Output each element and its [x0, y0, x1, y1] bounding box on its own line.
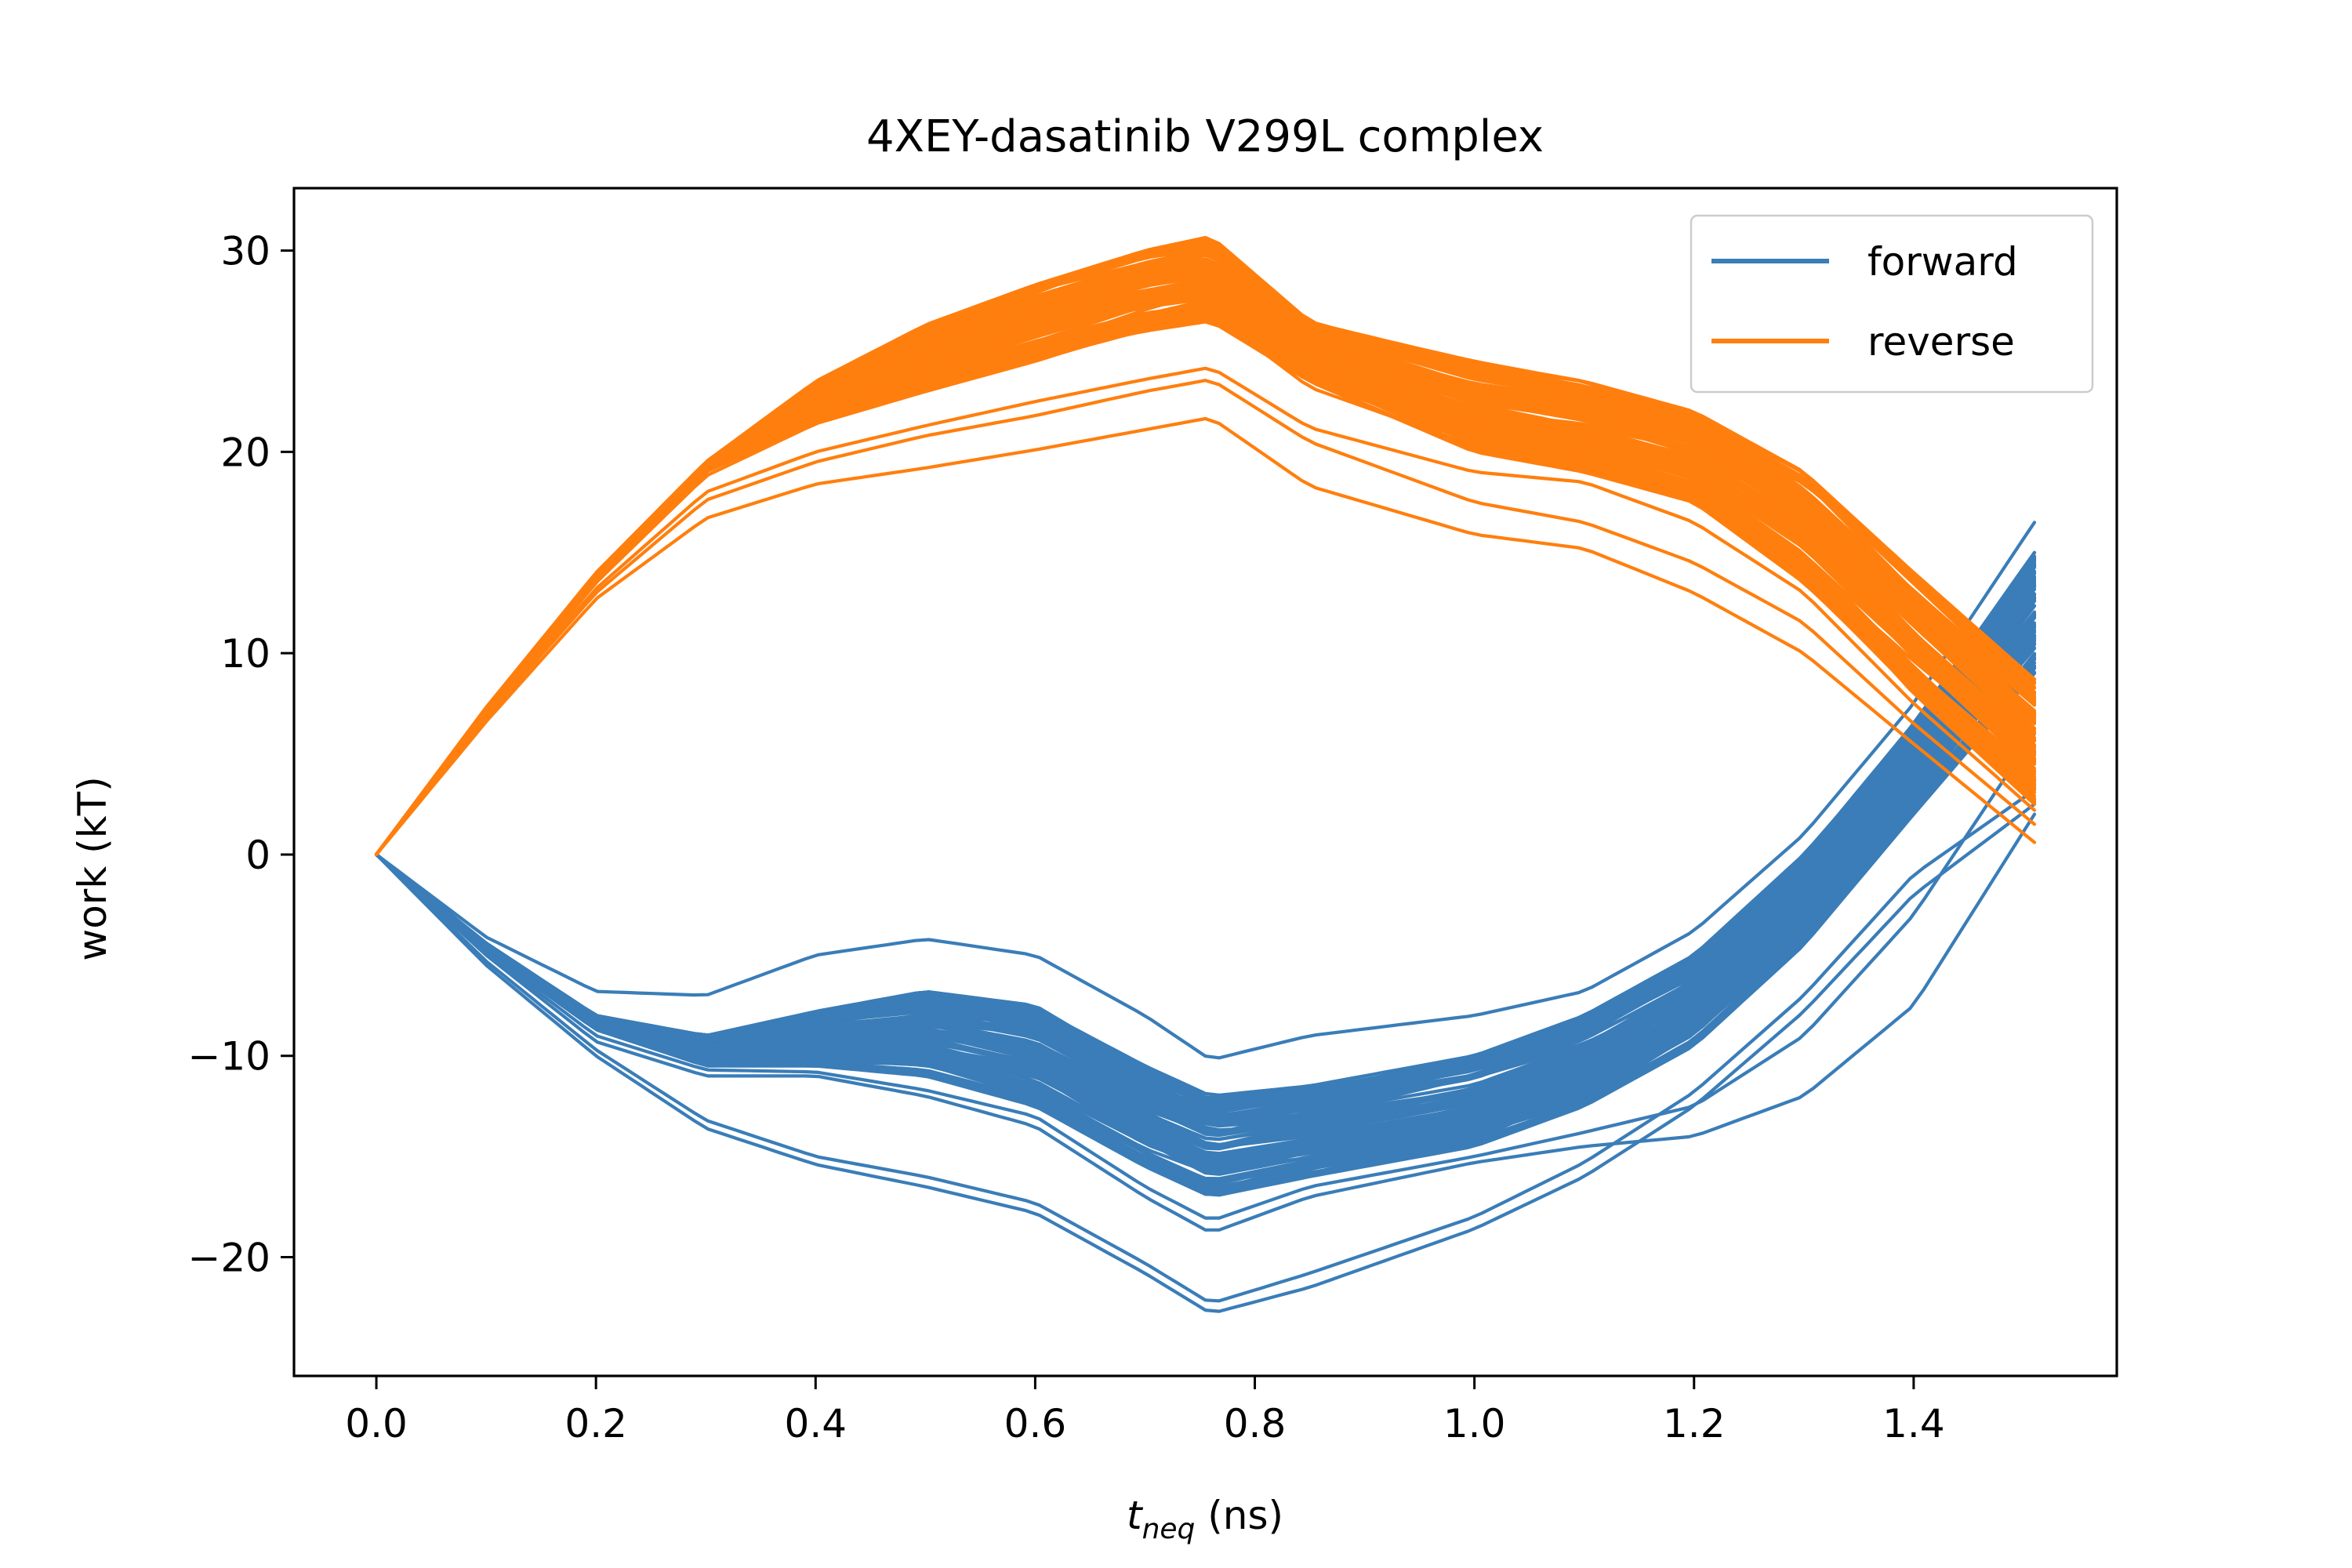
forward-trajectory [374, 613, 2037, 1149]
reverse-trajectory [374, 275, 2037, 856]
x-axis-label-main: t [1127, 1493, 1144, 1538]
x-tick-label: 0.6 [1004, 1401, 1067, 1446]
x-axis-label: tneq (ns) [1127, 1493, 1283, 1545]
forward-trajectory [374, 731, 2037, 1220]
plot-curves [374, 236, 2037, 1313]
y-axis-label: work (kT) [70, 776, 115, 960]
reverse-trajectory [374, 379, 2037, 856]
y-tick-label: 0 [245, 833, 270, 878]
forward-trajectory [374, 802, 2037, 1313]
legend: forward reverse [1690, 214, 2094, 394]
reverse-trajectory [374, 366, 2037, 856]
reverse-trajectory [374, 247, 2037, 856]
x-tick-label: 0.2 [564, 1401, 627, 1446]
x-axis-label-unit: (ns) [1195, 1493, 1283, 1538]
plot-frame [292, 187, 2118, 1377]
x-axis: 0.0 0.2 0.4 0.6 0.8 1.0 1.2 1.4 [345, 1376, 1945, 1446]
x-axis-label-sub: neq [1142, 1513, 1196, 1545]
forward-trajectory [374, 596, 2037, 1135]
legend-label-forward: forward [1867, 239, 2018, 285]
x-tick-label: 0.0 [345, 1401, 408, 1446]
y-tick-label: −20 [187, 1236, 270, 1281]
chart-title: 4XEY-dasatinib V299L complex [866, 111, 1544, 162]
forward-trajectory [374, 812, 2037, 1232]
x-tick-label: 1.2 [1663, 1401, 1726, 1446]
x-tick-label: 0.8 [1224, 1401, 1287, 1446]
y-tick-label: −10 [187, 1034, 270, 1080]
legend-label-reverse: reverse [1867, 319, 2015, 365]
x-tick-label: 1.4 [1882, 1401, 1945, 1446]
forward-trajectory [374, 521, 2037, 1060]
forward-trajectory [374, 637, 2037, 1168]
x-tick-label: 1.0 [1443, 1401, 1506, 1446]
x-tick-label: 0.4 [785, 1401, 848, 1446]
forward-trajectory [374, 661, 2037, 1189]
reverse-trajectory [374, 416, 2037, 856]
y-tick-label: 30 [220, 229, 270, 274]
y-axis: −20 −10 0 10 20 30 [187, 229, 294, 1281]
y-tick-label: 10 [220, 631, 270, 677]
forward-trajectory [374, 788, 2037, 1303]
reverse-trajectory [374, 312, 2037, 856]
forward-trajectory [374, 572, 2037, 1114]
y-tick-label: 20 [220, 430, 270, 475]
